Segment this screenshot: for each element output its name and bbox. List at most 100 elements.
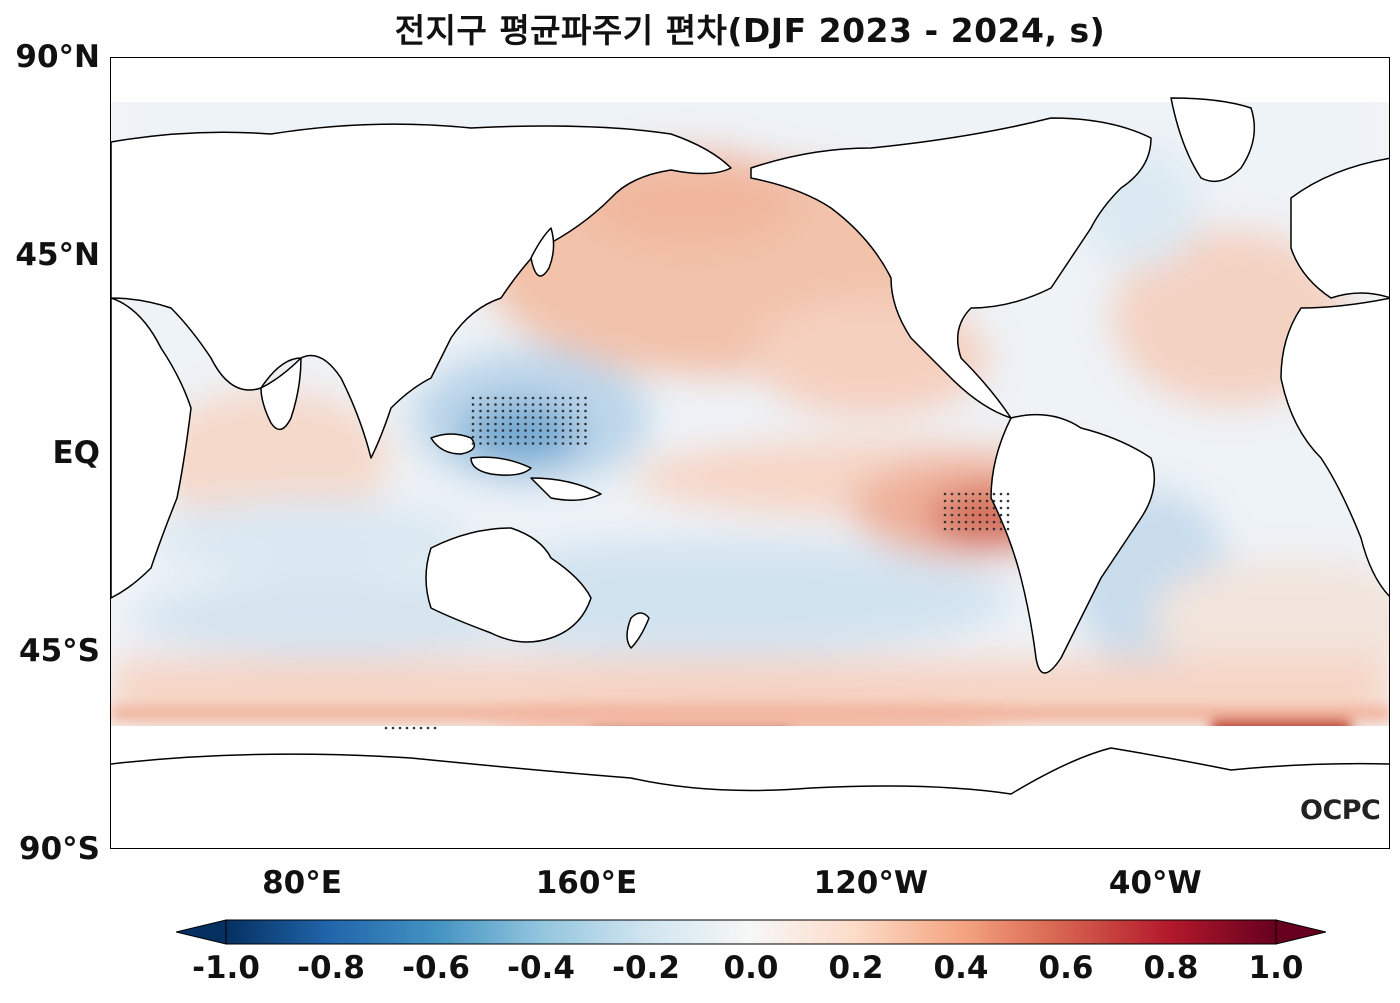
stipple-dot [531, 442, 535, 445]
stipple-dot [561, 429, 565, 432]
stipple-dot [494, 403, 497, 406]
stipple-dot [531, 416, 535, 419]
stipple-dot [486, 422, 490, 426]
stipple-dot [524, 416, 527, 419]
stipple-dot [546, 429, 550, 432]
stipple-dot [1006, 527, 1010, 531]
stipple-dot [1006, 520, 1010, 524]
stipple-dot [584, 435, 587, 439]
stipple-dot [494, 396, 497, 400]
colorbar-gradient [225, 919, 1277, 945]
stipple-dot [561, 396, 565, 400]
stipple-dot [978, 527, 982, 531]
stipple-dot [999, 499, 1003, 503]
stipple-dot [524, 409, 527, 413]
stipple-dot [584, 409, 587, 413]
stipple-dot [494, 422, 497, 426]
stipple-dot [486, 396, 490, 400]
stipple-dot [471, 416, 475, 419]
stipple-dot [957, 513, 961, 517]
stipple-dot [576, 403, 580, 406]
stipple-dot [554, 409, 557, 413]
stipple-dot [531, 396, 535, 400]
colorbar-extend-high [1275, 919, 1326, 945]
stipple-dot [569, 435, 572, 439]
stipple-dot [524, 442, 527, 445]
stipple-dot [531, 435, 535, 439]
stipple-dot [501, 429, 505, 432]
ocpc-logo: OCPC [1300, 795, 1381, 826]
stipple-dot [531, 409, 535, 413]
y-tick-label: 45°S [19, 633, 100, 669]
stipple-dot [985, 527, 989, 531]
y-tick-label: EQ [52, 435, 100, 471]
stipple-dot [501, 409, 505, 413]
x-tick-label: 120°W [813, 865, 929, 901]
stipple-dot [524, 396, 527, 400]
colorbar-tick-label: -0.2 [612, 950, 680, 986]
stipple-dot [950, 513, 954, 517]
stipple-dot [978, 520, 982, 524]
stipple-dot [985, 513, 989, 517]
stipple-dot [471, 403, 475, 406]
stipple-dot [516, 435, 520, 439]
stipple-dot [516, 403, 520, 406]
stipple-dot [554, 442, 557, 445]
stipple-dot [546, 442, 550, 445]
stipple-dot [957, 506, 961, 510]
stipple-dot [546, 396, 550, 400]
stipple-dot [992, 492, 996, 496]
stipple-dot [479, 422, 482, 426]
stipple-dot [999, 520, 1003, 524]
stipple-dot [479, 396, 482, 400]
stipple-dot [957, 499, 961, 503]
stipple-dot [501, 422, 505, 426]
stipple-dot [584, 396, 587, 400]
stipple-dot [554, 396, 557, 400]
stipple-dot [978, 499, 982, 503]
stipple-dot [554, 422, 557, 426]
x-tick-label: 80°E [262, 865, 342, 901]
stipple-dot [569, 422, 572, 426]
stipple-dot [509, 442, 512, 445]
colorbar-tick-label: -0.6 [402, 950, 470, 986]
stipple-dot [950, 527, 954, 531]
stipple-dot [494, 442, 497, 445]
stipple-dot [971, 499, 975, 503]
stipple-dot [561, 435, 565, 439]
stipple-dot [486, 416, 490, 419]
colorbar [176, 919, 1326, 945]
stipple-dot [391, 726, 395, 730]
stipple-dot [471, 429, 475, 432]
stipple-dot [992, 520, 996, 524]
stipple-dot [494, 435, 497, 439]
stipple-dot [501, 442, 505, 445]
stipple-dot [539, 403, 542, 406]
colorbar-tick-label: -0.4 [507, 950, 575, 986]
stipple-dot [405, 726, 409, 730]
land-mask [111, 58, 1389, 848]
stipple-dot [950, 492, 954, 496]
stipple-dot [509, 435, 512, 439]
stipple-dot [539, 396, 542, 400]
stipple-dot [546, 422, 550, 426]
colorbar-extend-low [176, 919, 227, 945]
stipple-dot [999, 492, 1003, 496]
stipple-dot [576, 429, 580, 432]
y-tick-label: 90°S [19, 831, 100, 867]
stipple-dot [546, 416, 550, 419]
x-tick-label: 40°W [1108, 865, 1202, 901]
stipple-dot [479, 429, 482, 432]
stipple-dot [501, 403, 505, 406]
stipple-dot [964, 499, 968, 503]
colorbar-tick-label: 0.8 [1143, 950, 1199, 986]
stipple-dot [531, 422, 535, 426]
colorbar-tick-label: 0.6 [1038, 950, 1094, 986]
stipple-dot [584, 422, 587, 426]
stipple-dot [554, 403, 557, 406]
stipple-dot [509, 396, 512, 400]
stipple-dot [569, 429, 572, 432]
stipple-dot [524, 422, 527, 426]
stipple-dot [985, 492, 989, 496]
stipple-dot [569, 442, 572, 445]
